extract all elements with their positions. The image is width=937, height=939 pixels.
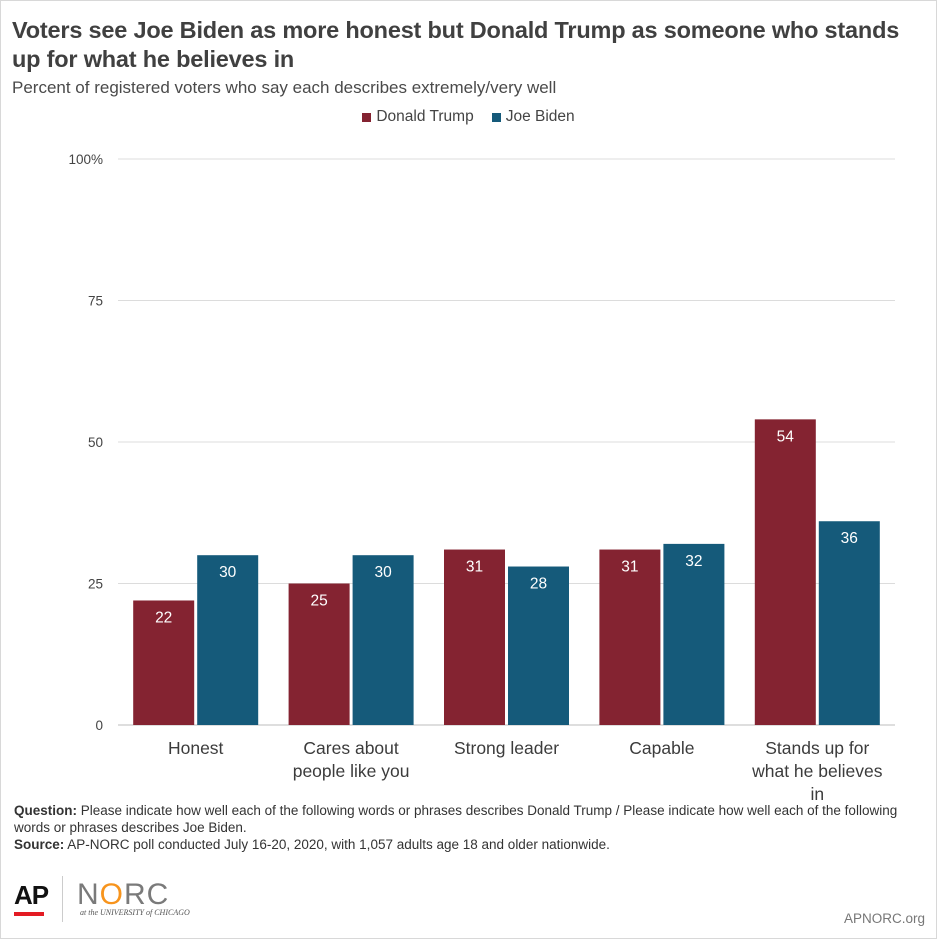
data-label: 28: [530, 576, 547, 593]
bar-trump: [754, 419, 816, 725]
y-tick-label: 75: [88, 294, 103, 309]
question-label: Question:: [14, 803, 77, 818]
source-text: AP-NORC poll conducted July 16-20, 2020,…: [67, 837, 610, 852]
ap-logo: AP: [14, 880, 49, 910]
category-label: in: [810, 784, 824, 800]
legend-label-trump: Donald Trump: [376, 108, 474, 125]
norc-logo: NORC: [77, 878, 169, 912]
category-label: people like you: [293, 761, 410, 781]
category-label: Strong leader: [454, 738, 559, 758]
data-label: 31: [466, 559, 483, 576]
question-text: Please indicate how well each of the fol…: [14, 803, 898, 835]
source-label: Source:: [14, 837, 65, 852]
category-label: Stands up for: [765, 738, 869, 758]
bar-trump: [288, 583, 350, 725]
norc-logo-o: O: [99, 878, 125, 911]
y-tick-label: 50: [88, 435, 103, 450]
bar-trump: [599, 549, 661, 725]
bar-trump: [133, 600, 195, 725]
data-label: 25: [310, 593, 327, 610]
data-label: 30: [374, 564, 392, 581]
legend-swatch-trump: [362, 112, 372, 122]
notes: Question: Please indicate how well each …: [14, 802, 929, 853]
chart-subtitle: Percent of registered voters who say eac…: [12, 78, 557, 97]
y-tick-label: 25: [88, 577, 103, 592]
legend: Donald Trump Joe Biden: [0, 108, 937, 126]
chart-title: Voters see Joe Biden as more honest but …: [12, 17, 900, 72]
question-note: Question: Please indicate how well each …: [14, 802, 929, 836]
bar-trump: [444, 549, 505, 725]
norc-logo-n: N: [77, 878, 100, 911]
data-label: 22: [155, 609, 172, 626]
data-label: 30: [219, 564, 237, 581]
category-label: Honest: [168, 738, 224, 758]
y-tick-label: 0: [95, 718, 103, 733]
bar-biden: [818, 521, 880, 725]
bar-biden: [352, 555, 414, 725]
bar-biden: [663, 543, 725, 725]
bar-chart: 0 25 50 75 100% 22 30 Honest 25 30 Cares about peop…: [68, 152, 895, 800]
data-label: 36: [841, 530, 858, 547]
bar-biden: [197, 555, 259, 725]
norc-logo-subtitle: at the UNIVERSITY of CHICAGO: [80, 908, 190, 917]
category-label: Cares about: [303, 738, 398, 758]
legend-item-biden: Joe Biden: [491, 108, 575, 126]
bar-biden: [508, 566, 569, 725]
data-label: 31: [621, 559, 638, 576]
data-label: 54: [777, 428, 795, 445]
norc-logo-rc: RC: [124, 878, 170, 911]
category-label: Capable: [629, 738, 694, 758]
source-note: Source: AP-NORC poll conducted July 16-2…: [14, 836, 929, 853]
legend-label-biden: Joe Biden: [505, 108, 575, 125]
site-url: APNORC.org: [843, 911, 925, 926]
data-label: 32: [685, 553, 702, 570]
logo-divider: [62, 876, 63, 922]
y-tick-label: 100%: [68, 152, 103, 167]
legend-item-trump: Donald Trump: [362, 108, 474, 126]
legend-swatch-biden: [491, 112, 501, 122]
ap-logo-bar: [14, 912, 44, 916]
category-label: what he believes: [751, 761, 883, 781]
